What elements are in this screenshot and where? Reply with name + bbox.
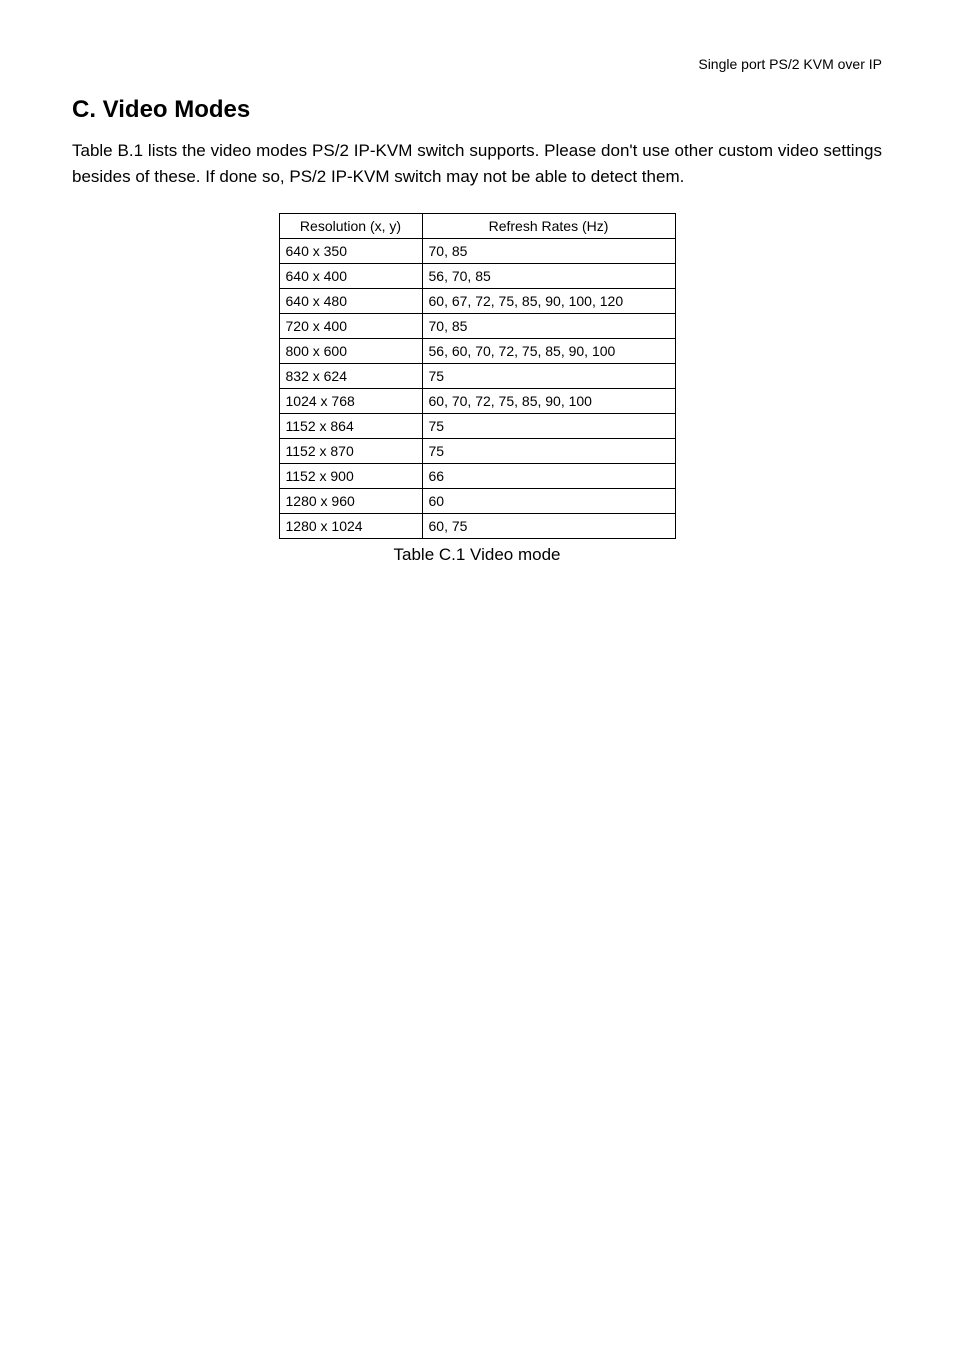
cell-resolution: 1152 x 870	[279, 438, 422, 463]
cell-refresh: 60, 75	[422, 513, 675, 538]
table-row: 800 x 600 56, 60, 70, 72, 75, 85, 90, 10…	[279, 338, 675, 363]
cell-refresh: 56, 70, 85	[422, 263, 675, 288]
table-row: 1280 x 1024 60, 75	[279, 513, 675, 538]
cell-refresh: 60, 67, 72, 75, 85, 90, 100, 120	[422, 288, 675, 313]
table-row: 1280 x 960 60	[279, 488, 675, 513]
cell-refresh: 70, 85	[422, 313, 675, 338]
table-row: 640 x 400 56, 70, 85	[279, 263, 675, 288]
table-row: 1024 x 768 60, 70, 72, 75, 85, 90, 100	[279, 388, 675, 413]
section-heading: C. Video Modes	[72, 96, 882, 124]
cell-refresh: 70, 85	[422, 238, 675, 263]
table-row: 832 x 624 75	[279, 363, 675, 388]
cell-refresh: 66	[422, 463, 675, 488]
cell-resolution: 1024 x 768	[279, 388, 422, 413]
cell-resolution: 640 x 480	[279, 288, 422, 313]
cell-refresh: 75	[422, 413, 675, 438]
table-row: 640 x 350 70, 85	[279, 238, 675, 263]
cell-resolution: 1280 x 960	[279, 488, 422, 513]
table-caption: Table C.1 Video mode	[72, 545, 882, 565]
table-row: 1152 x 900 66	[279, 463, 675, 488]
cell-resolution: 800 x 600	[279, 338, 422, 363]
cell-resolution: 1152 x 900	[279, 463, 422, 488]
video-modes-table: Resolution (x, y) Refresh Rates (Hz) 640…	[279, 213, 676, 539]
cell-resolution: 832 x 624	[279, 363, 422, 388]
page-header-right: Single port PS/2 KVM over IP	[72, 56, 882, 72]
cell-resolution: 640 x 350	[279, 238, 422, 263]
cell-refresh: 60, 70, 72, 75, 85, 90, 100	[422, 388, 675, 413]
table-row: 1152 x 870 75	[279, 438, 675, 463]
table-row: 640 x 480 60, 67, 72, 75, 85, 90, 100, 1…	[279, 288, 675, 313]
col-header-resolution: Resolution (x, y)	[279, 213, 422, 238]
cell-refresh: 60	[422, 488, 675, 513]
cell-resolution: 720 x 400	[279, 313, 422, 338]
cell-resolution: 1280 x 1024	[279, 513, 422, 538]
cell-refresh: 56, 60, 70, 72, 75, 85, 90, 100	[422, 338, 675, 363]
cell-refresh: 75	[422, 438, 675, 463]
cell-resolution: 1152 x 864	[279, 413, 422, 438]
intro-paragraph: Table B.1 lists the video modes PS/2 IP-…	[72, 138, 882, 191]
table-row: 720 x 400 70, 85	[279, 313, 675, 338]
cell-refresh: 75	[422, 363, 675, 388]
table-row: 1152 x 864 75	[279, 413, 675, 438]
col-header-refresh: Refresh Rates (Hz)	[422, 213, 675, 238]
cell-resolution: 640 x 400	[279, 263, 422, 288]
